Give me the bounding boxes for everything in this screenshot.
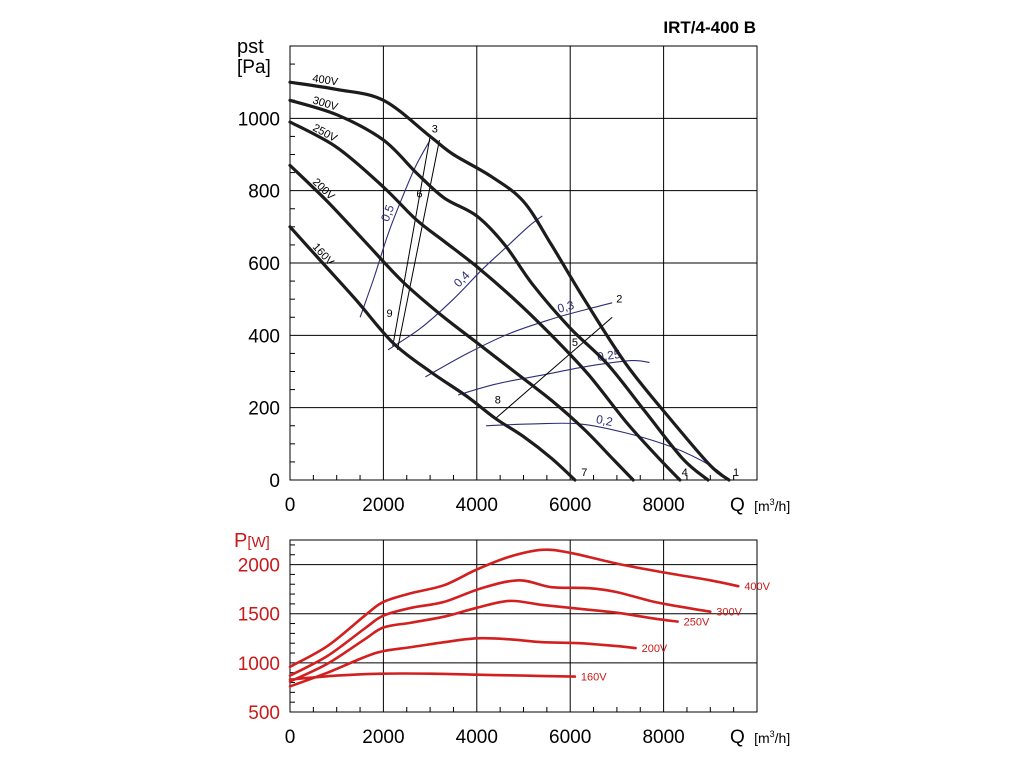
efficiency-curves: 0,50,40,30,250,2 [359,139,730,481]
pressure-axis-unit: [Pa] [237,57,271,78]
pressure-curve-label-400v: 400V [312,73,340,89]
power-axis-symbol: P [234,530,247,552]
pressure-xtick-label: 0 [285,495,296,516]
efficiency-curve-0-3 [425,302,613,378]
power-ytick-label: 500 [248,703,280,724]
power-curve-label-400v: 400V [744,581,770,593]
operating-point-8: 8 [495,395,501,407]
efficiency-curve-0-5 [359,139,431,318]
flow-unit-base-bottom: [m [754,730,770,746]
flow-unit-exp: 3 [770,497,775,507]
pressure-xtick-label: 6000 [549,495,591,516]
power-xtick-label: 2000 [362,727,404,748]
power-xtick-label: 0 [285,727,296,748]
operating-line [396,139,440,350]
pressure-xtick-label: 8000 [642,495,684,516]
pressure-curve-300v [288,98,710,482]
flow-unit-tail: /h] [775,498,791,514]
power-xtick-label: 6000 [549,727,591,748]
power-curve-label-250v: 250V [684,617,710,629]
pressure-curves [288,80,731,482]
pressure-ytick-label: 200 [248,399,280,420]
pressure-ytick-label: 400 [248,326,280,347]
pressure-curve-160v [288,225,577,482]
power-xtick-label: 8000 [642,727,684,748]
operating-line [495,316,613,419]
pressure-ytick-label: 1000 [238,109,280,130]
efficiency-curve-0-25 [457,359,650,396]
pressure-curve-200v [288,163,635,482]
power-chart-labels: 400V 300V 250V 200V 160V [581,581,771,683]
flow-unit-exp-bottom: 3 [770,729,775,739]
power-curve-label-200v: 200V [642,643,668,655]
power-ytick-label: 2000 [238,556,280,577]
pressure-curve-250v [288,120,682,482]
pressure-ytick-label: 600 [248,254,280,275]
power-chart-grid: 0 2000 4000 6000 8000 500 1000 1500 2000 [238,539,758,748]
flow-axis-symbol: Q [730,495,745,516]
pressure-xtick-label: 2000 [362,495,404,516]
power-axis-unit: [W] [247,534,270,551]
flow-axis-label-bottom: Q [m3/h] [730,727,790,748]
efficiency-label-0-5: 0,5 [378,203,397,224]
operating-point-4: 4 [682,467,688,479]
operating-point-5: 5 [572,337,578,349]
operating-point-3: 3 [432,123,438,135]
power-axis-label: P[W] [234,530,270,552]
power-curve-label-300v: 300V [716,607,742,619]
operating-point-2: 2 [616,293,622,305]
pressure-chart-grid: 0 2000 4000 6000 8000 0 200 400 600 800 1000 [238,45,758,516]
operating-point-7: 7 [581,467,587,479]
operating-line [392,136,431,347]
pressure-ytick-label: 0 [269,471,280,492]
pressure-axis-label: pst [237,36,264,58]
operating-point-1: 1 [733,467,739,479]
pressure-curve-400v [288,80,731,482]
flow-axis-symbol-bottom: Q [730,727,745,748]
flow-unit-base: [m [754,498,770,514]
power-curve-400v [288,548,740,669]
power-curve-200v [288,636,637,688]
power-curve-label-160v: 160V [581,672,607,684]
power-curve-160v [288,672,577,681]
operating-lines [392,136,739,481]
power-ytick-label: 1000 [238,654,280,675]
chart-title: IRT/4-400 B [663,18,756,37]
power-xtick-label: 4000 [456,727,498,748]
efficiency-label-0-3: 0,3 [556,298,576,316]
efficiency-label-0-4: 0,4 [451,268,473,290]
power-curves [288,548,740,688]
efficiency-label-0-2: 0,2 [595,412,614,429]
flow-unit-tail-bottom: /h] [775,730,791,746]
pressure-xtick-label: 4000 [456,495,498,516]
power-ytick-label: 1500 [238,605,280,626]
flow-axis-label-top: Q [m3/h] [730,495,790,516]
operating-point-9: 9 [386,308,392,320]
power-curve-300v [288,578,712,677]
operating-point-6: 6 [416,189,422,201]
power-curve-250v [288,599,679,683]
pressure-ytick-label: 800 [248,182,280,203]
pressure-axis-symbol: pst [237,36,264,58]
